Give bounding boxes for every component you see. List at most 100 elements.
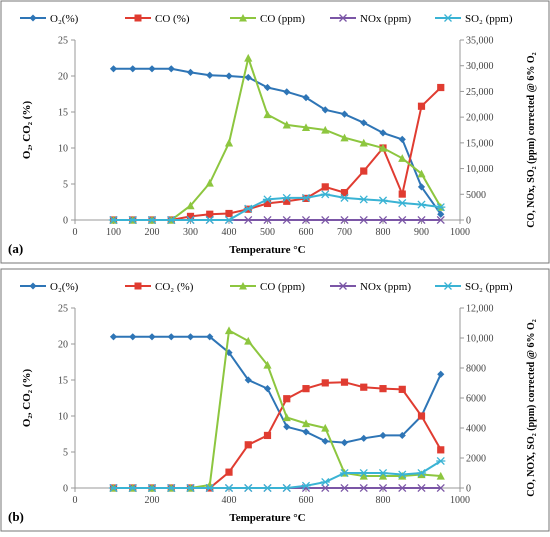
chart-a-data-point — [359, 215, 368, 225]
chart-a-data-point — [263, 83, 272, 92]
chart-b-legend-marker — [134, 282, 142, 290]
chart-b-data-point — [416, 468, 427, 478]
chart-b-x-tick-label: 0 — [73, 495, 78, 506]
chart-a-x-tick-label: 300 — [183, 227, 198, 238]
chart-a-data-point — [244, 53, 253, 62]
chart-b-data-point — [166, 483, 176, 493]
chart-a-data-point — [225, 209, 233, 218]
chart-a-data-point — [148, 65, 156, 73]
chart-a-y-tick-label: 10 — [58, 144, 68, 155]
chart-b-data-point — [224, 326, 234, 335]
chart-b-x-tick-label: 200 — [145, 495, 160, 506]
chart-b-y-tick-label: 10 — [58, 412, 68, 423]
chart-a-data-point — [321, 215, 330, 225]
chart-b-legend-label: CO₂ (%) — [155, 281, 194, 293]
chart-b-legend-marker — [239, 282, 247, 290]
chart-b-data-point — [205, 483, 215, 493]
chart-a-data-point — [205, 178, 214, 187]
chart-b-data-point — [263, 385, 272, 393]
chart-a-data-point — [321, 125, 330, 134]
chart-b-legend-marker — [29, 282, 37, 290]
chart-b-data-point — [398, 471, 407, 480]
chart-a-x-axis-title: Temperature °C — [229, 244, 305, 256]
chart-a-data-point — [283, 88, 291, 96]
chart-a-data-point — [147, 215, 157, 225]
chart-a-data-point — [417, 102, 426, 110]
chart-a-data-point — [398, 154, 407, 162]
chart-a-data-point — [282, 215, 291, 225]
chart-a-data-point — [340, 110, 349, 118]
chart-b-data-point — [417, 470, 426, 479]
chart-a-data-point — [109, 65, 118, 73]
chart-b-data-point — [417, 483, 426, 493]
chart-a-x-tick-label: 500 — [260, 227, 275, 238]
chart-a-y-tick-label: 5 — [63, 180, 68, 191]
chart-b-legend-label: SO₂ (ppm) — [465, 281, 513, 293]
chart-b-data-point — [262, 483, 273, 493]
chart-a-y-tick-label: 20 — [58, 72, 68, 83]
chart-a-y-tick-label: 25 — [58, 36, 68, 47]
chart-b-data-point — [437, 446, 445, 454]
chart-a-data-point — [359, 195, 369, 204]
chart-a-data-point — [301, 193, 311, 202]
chart-a-panel-label: (a) — [8, 241, 23, 256]
chart-a-data-point — [166, 215, 176, 225]
chart-b-data-point — [360, 434, 368, 442]
chart-a-y2-tick-label: 20,000 — [466, 113, 494, 124]
chart-b-data-point — [282, 413, 291, 422]
chart-b-data-point — [436, 471, 445, 480]
chart-b-svg: O₂(%) CO₂ (%) CO (ppm) NOx (ppm) SO₂ (ppm) 0 5… — [0, 268, 550, 532]
chart-b-data-point — [379, 431, 387, 440]
chart-a-data-point — [186, 212, 195, 220]
chart-a-data-point — [398, 190, 406, 198]
chart-b-y-tick-label: 0 — [63, 484, 68, 495]
chart-b-x-axis-title: Temperature °C — [229, 512, 305, 524]
chart-a-data-point — [340, 189, 349, 197]
chart-b-series-4 — [108, 456, 446, 493]
chart-b-data-point — [301, 481, 311, 490]
chart-b-data-point — [244, 336, 253, 345]
chart-a-data-point — [243, 204, 253, 213]
chart-a-legend-marker — [134, 14, 142, 22]
chart-a-data-point — [340, 133, 349, 142]
chart-a-legend-label: CO (%) — [155, 13, 190, 25]
chart-a-data-point — [225, 72, 233, 80]
chart-a-x-tick-label: 600 — [299, 227, 314, 238]
chart-a-data-point — [378, 143, 388, 152]
chart-b-data-point — [360, 383, 368, 391]
chart-b-y2-tick-label: 0 — [466, 484, 471, 495]
chart-b-data-point — [397, 470, 407, 479]
chart-a-x-tick-label: 1000 — [450, 227, 470, 238]
chart-a-data-point — [437, 83, 445, 92]
chart-a-data-point — [283, 197, 291, 205]
chart-b-data-point — [185, 483, 196, 493]
chart-a-data-point — [417, 183, 426, 191]
chart-a-x-tick-label: 100 — [106, 227, 121, 238]
chart-b-data-point — [378, 483, 388, 493]
chart-b-data-point — [321, 423, 330, 432]
chart-a-data-point — [244, 73, 252, 82]
chart-a-y-axis-title: O₂, CO₂ (%) — [21, 101, 33, 160]
chart-a-data-point — [302, 94, 310, 102]
chart-a-legend-label: NOx (ppm) — [360, 13, 411, 25]
chart-b-data-point — [359, 483, 368, 493]
chart-a-x-tick-label: 900 — [414, 227, 429, 238]
chart-b-y-tick-label: 25 — [58, 304, 68, 315]
chart-a-legend-label: SO₂ (ppm) — [465, 13, 513, 25]
chart-a-data-point — [339, 193, 350, 202]
chart-a-y-tick-label: 0 — [63, 216, 68, 227]
chart-a-legend-label: O₂(%) — [50, 13, 79, 25]
chart-a-data-point — [301, 215, 311, 225]
chart-a-data-point — [437, 210, 445, 218]
chart-b-data-point — [301, 419, 311, 428]
chart-b-legend-label: CO (ppm) — [260, 281, 305, 293]
chart-b-legend-marker — [339, 282, 347, 290]
chart-a-data-point — [186, 201, 195, 210]
chart-b-data-point — [378, 468, 388, 478]
chart-b-x-tick-label: 800 — [376, 495, 391, 506]
chart-a-data-point — [128, 215, 138, 225]
chart-b-data-point — [437, 370, 445, 378]
chart-a-data-point — [224, 215, 234, 225]
chart-b-data-point — [340, 483, 349, 493]
chart-a-x-tick-label: 400 — [222, 227, 237, 238]
